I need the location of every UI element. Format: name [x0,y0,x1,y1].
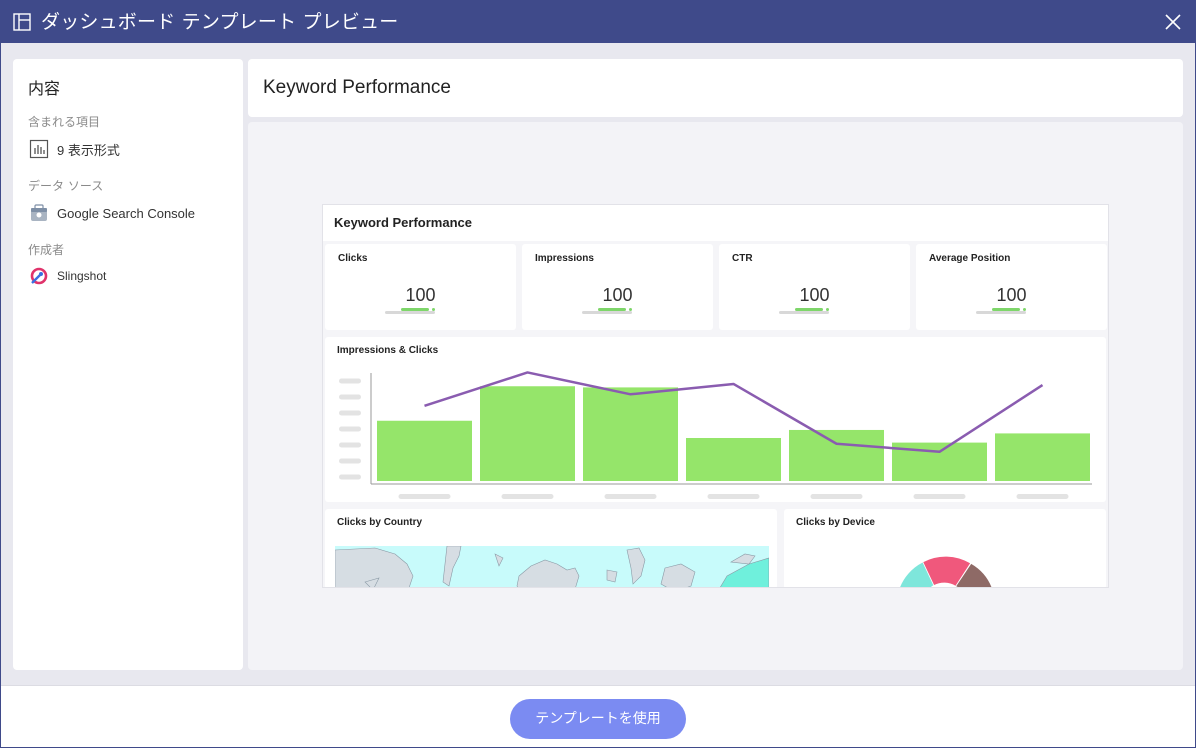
donut-slice-desktop [900,562,934,587]
kpi-sparkline-track [582,311,632,314]
data-source-value: Google Search Console [57,205,196,221]
kpi-sparkline-dot [1023,308,1026,311]
kpi-sparkline-dot [432,308,435,311]
x-tick-label-placeholder [810,494,863,499]
bar [789,429,884,481]
x-tick-label-placeholder [398,494,451,499]
kpi-sparkline-track [976,311,1026,314]
bar [583,387,678,481]
dashboard-thumbnail: Keyword Performance Clicks 100 Impressio… [322,204,1109,588]
kpi-label: Average Position [929,253,1011,264]
bar [377,420,472,481]
device-donut-chart [900,556,992,587]
kpi-card-impressions: Impressions 100 [522,244,713,330]
y-tick-label-placeholder [339,474,361,480]
impressions-clicks-chart-card: Impressions & Clicks [325,337,1106,502]
chart-title: Impressions & Clicks [337,345,439,356]
slingshot-logo-icon [28,265,50,287]
template-title: Keyword Performance [263,77,451,98]
dashboard-title: Keyword Performance [334,215,472,230]
kpi-card-clicks: Clicks 100 [325,244,516,330]
kpi-label: CTR [732,253,753,264]
bar-chart-icon [28,138,50,160]
line-series [424,371,1044,454]
bar [686,438,781,481]
impressions-clicks-chart [339,371,1092,499]
sidebar-heading: 内容 [28,79,61,98]
author-value: Slingshot [57,269,107,283]
contents-sidebar: 内容 含まれる項目 9 表示形式 データ ソース [13,59,243,670]
device-chart-title: Clicks by Device [796,517,875,528]
kpi-sparkline-fill [598,308,626,311]
use-template-button[interactable]: テンプレートを使用 [510,699,686,739]
kpi-value: 100 [602,285,633,305]
y-tick-label-placeholder [339,394,361,400]
google-search-console-icon [28,202,50,224]
y-tick-label-placeholder [339,378,361,384]
x-tick-label-placeholder [604,494,657,499]
dialog-title: ダッシュボード テンプレート プレビュー [41,11,399,33]
world-map [335,546,769,587]
bar [480,386,575,481]
x-tick-label-placeholder [913,494,966,499]
y-tick-label-placeholder [339,458,361,464]
data-source-row: Google Search Console [28,202,195,224]
kpi-sparkline-track [385,311,435,314]
kpi-sparkline-fill [992,308,1020,311]
author-row: Slingshot [28,265,106,287]
x-tick-label-placeholder [1016,494,1069,499]
kpi-sparkline-track [779,311,829,314]
template-header: Keyword Performance [248,59,1183,117]
y-tick-label-placeholder [339,410,361,416]
included-items-row: 9 表示形式 [28,138,120,160]
kpi-card-average-position: Average Position 100 [916,244,1107,330]
kpi-label: Impressions [535,253,594,264]
kpi-value: 100 [405,285,436,305]
donut-slice-tablet [956,563,992,587]
close-icon[interactable] [1163,12,1183,32]
kpi-label: Clicks [338,253,368,264]
kpi-card-ctr: CTR 100 [719,244,910,330]
kpi-value: 100 [996,285,1027,305]
data-source-label: データ ソース [28,179,104,193]
donut-slice-mobile [923,556,971,586]
included-items-label: 含まれる項目 [28,115,101,129]
author-label: 作成者 [28,243,65,257]
clicks-by-device-card: Clicks by Device [784,509,1106,587]
kpi-value: 100 [799,285,830,305]
y-tick-label-placeholder [339,442,361,448]
kpi-sparkline-fill [795,308,823,311]
layout-icon [13,13,31,31]
bar [995,433,1090,481]
x-tick-label-placeholder [501,494,554,499]
y-tick-label-placeholder [339,426,361,432]
country-chart-title: Clicks by Country [337,517,423,528]
kpi-sparkline-fill [401,308,429,311]
x-tick-label-placeholder [707,494,760,499]
clicks-by-country-card: Clicks by Country [325,509,777,587]
title-bar: ダッシュボード テンプレート プレビュー [1,1,1195,43]
included-items-value: 9 表示形式 [57,142,120,158]
kpi-sparkline-dot [629,308,632,311]
kpi-sparkline-dot [826,308,829,311]
dashboard-title-bar: Keyword Performance [323,205,1108,241]
dialog-footer: テンプレートを使用 [1,685,1195,747]
dashboard-preview-area: Keyword Performance Clicks 100 Impressio… [248,122,1183,670]
